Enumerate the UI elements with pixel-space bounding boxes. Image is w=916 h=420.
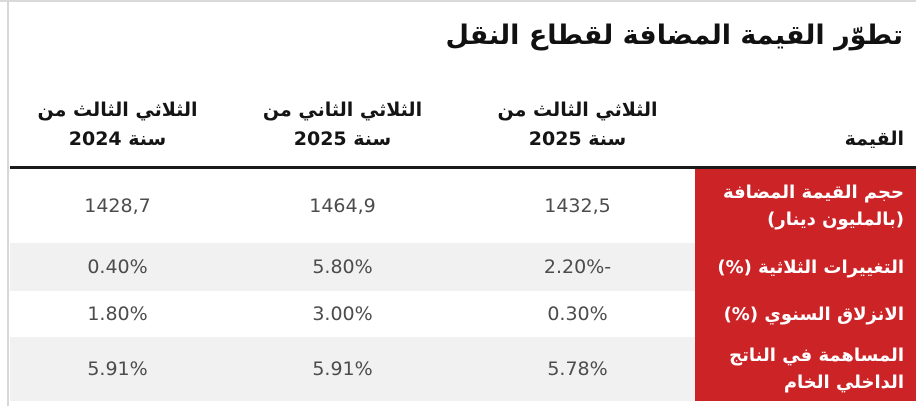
table-row-annual-slide: الانزلاق السنوي (%) 0.30% 3.00% 1.80% <box>10 291 916 337</box>
value-cell: 1432,5 <box>544 195 611 217</box>
value-cell: 5.91% <box>87 358 148 380</box>
value-cell: 5.80% <box>312 256 373 278</box>
value-cell: 1.80% <box>87 303 148 325</box>
row-label: التغييرات الثلاثية (%) <box>695 243 916 291</box>
header-cell-value: القيمة <box>844 128 904 150</box>
header-cell-q3-2025: الثلاثي الثالث من سنة 2025 <box>497 99 658 150</box>
row-label: الانزلاق السنوي (%) <box>695 291 916 337</box>
value-cell: 0.30% <box>547 303 608 325</box>
value-cell: 0.40% <box>87 256 148 278</box>
value-cell: -2.20% <box>543 256 612 278</box>
row-label: حجم القيمة المضافة (بالمليون دينار) <box>695 169 916 243</box>
table-row-added-value: حجم القيمة المضافة (بالمليون دينار) 1432… <box>10 169 916 243</box>
table-header-row: القيمة الثلاثي الثالث من سنة 2025 الثلاث… <box>10 55 916 169</box>
value-cell: 3.00% <box>312 303 373 325</box>
table-row-quarterly-change: التغييرات الثلاثية (%) -2.20% 5.80% 0.40… <box>10 243 916 291</box>
value-cell: 5.91% <box>312 358 373 380</box>
value-cell: 1428,7 <box>84 195 151 217</box>
page-title: تطوّر القيمة المضافة لقطاع النقل <box>445 20 903 51</box>
header-cell-q3-2024: الثلاثي الثالث من سنة 2024 <box>37 99 198 150</box>
row-label: المساهمة في الناتج الداخلي الخام <box>695 337 916 401</box>
header-cell-q2-2025: الثلاثي الثاني من سنة 2025 <box>262 99 423 150</box>
table-row-gdp-contribution: المساهمة في الناتج الداخلي الخام 5.78% 5… <box>10 337 916 401</box>
value-cell: 1464,9 <box>309 195 376 217</box>
value-cell: 5.78% <box>547 358 608 380</box>
data-table: القيمة الثلاثي الثالث من سنة 2025 الثلاث… <box>0 55 916 401</box>
left-border-line <box>7 2 9 406</box>
